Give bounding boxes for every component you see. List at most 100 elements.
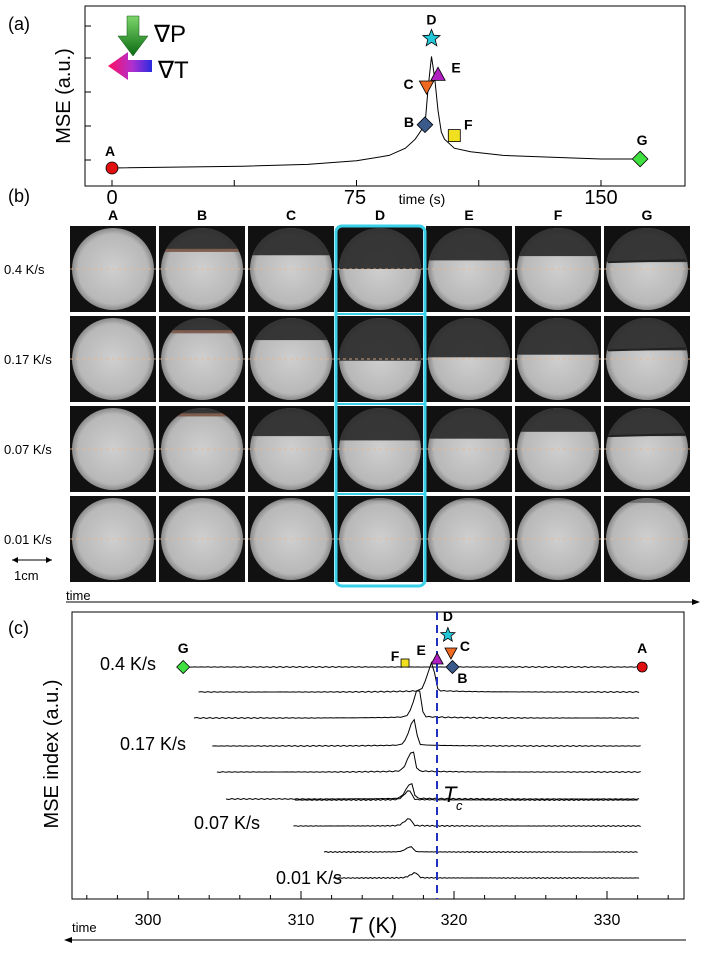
panel-b-label: (b) [8,186,30,206]
panel-a-label: (a) [8,14,30,34]
highlight-column-d [334,224,427,588]
panel-c-ylabel: MSE index (a.u.) [41,680,63,829]
column-label-F: F [554,207,563,223]
cell-C-3 [248,496,334,582]
tc-label: T [443,782,458,807]
gradient-p-arrow-icon [117,15,149,57]
panel-c-marker-A [636,661,648,673]
panel-c-trace-4 [216,751,641,774]
panel-a-marker-E [430,66,446,81]
column-label-G: G [642,207,653,223]
panel-a-marker-F [447,129,461,143]
cell-F-0 [515,226,601,312]
legend-grad-p: ∇P [153,21,186,48]
panel-c-label: (c) [8,618,29,638]
panel-a-marker-label-C: C [404,76,414,92]
panel-c-trace-0 [181,665,641,669]
panel-c-trace-1 [198,661,640,694]
cell-B-2 [159,406,245,492]
panel-a-frame [84,5,686,187]
panel-c-marker-D [439,626,457,642]
cell-A-1 [70,316,156,402]
panel-a-marker-label-E: E [451,59,460,75]
panel-c-marker-label-B: B [457,670,467,686]
cell-B-1 [159,316,245,402]
panel-c-marker-G [176,659,191,675]
column-label-B: B [197,207,207,223]
row-label-3: 0.01 K/s [4,532,52,547]
panel-a-xticks [111,180,602,186]
row-label-0: 0.4 K/s [4,262,45,277]
cell-B-3 [159,496,245,582]
panel-a-marker-G [631,150,649,168]
cell-D-2 [337,406,423,492]
cell-F-3 [515,496,601,582]
panel-c-marker-F [400,658,410,668]
rate-label-0.07: 0.07 K/s [194,813,260,833]
panel-a-marker-D [421,28,442,47]
panel-a-marker-label-B: B [404,114,414,130]
panel-a-xtick-150: 150 [584,187,617,209]
panel-c-xtick-330: 330 [594,912,621,929]
panel-b-cells [70,226,690,582]
panel-c-marker-label-A: A [637,640,647,656]
rate-label-0.01: 0.01 K/s [276,868,342,888]
panel-c-marker-label-D: D [443,608,453,624]
panel-c-marker-label-E: E [416,642,425,658]
cell-D-0 [337,226,423,312]
scale-label: 1cm [14,568,39,583]
column-label-A: A [108,207,118,223]
panel-c-curves [181,661,641,880]
panel-c-frame [71,611,685,900]
panel-c-trace-2 [193,690,640,720]
rate-label-0.17: 0.17 K/s [120,734,186,754]
cell-A-0 [70,226,156,312]
panel-a-xlabel: time (s) [399,191,446,207]
column-label-C: C [286,207,296,223]
gradient-t-arrow-icon [108,52,152,80]
rate-label-0.4: 0.4 K/s [100,654,156,674]
panel-a-mse-curve [111,56,641,169]
panel-a-marker-C [418,80,435,96]
panel-c-xtick-310: 310 [288,912,315,929]
panel-a-xtick-75: 75 [344,187,366,209]
panel-a-marker-label-D: D [426,11,436,27]
panel-c-marker-E [430,652,444,665]
cell-E-3 [426,496,512,582]
panel-a-yticks [85,25,91,161]
column-label-D: D [375,207,385,223]
cell-C-1 [248,316,334,402]
panel-c-time-label: time [72,920,97,935]
panel-c-marker-label-G: G [178,640,189,656]
cell-G-2 [604,406,690,492]
panel-a-marker-label-F: F [464,117,473,133]
panel-c-xtick-320: 320 [441,912,468,929]
cell-A-2 [70,406,156,492]
cell-G-3 [604,496,690,582]
panel-c-xtick-300: 300 [135,912,162,929]
panel-c-marker-B [445,659,460,675]
panel-c-marker-label-C: C [460,638,470,654]
cell-E-0 [426,226,512,312]
cell-G-1 [604,316,690,402]
legend-grad-t: ∇T [157,57,189,84]
panel-c-trace-6 [294,790,638,802]
row-label-2: 0.07 K/s [4,442,52,457]
panel-a-markers: A B C D E F G [105,11,649,175]
row-label-1: 0.17 K/s [4,352,52,367]
panel-c-trace-7 [293,818,641,828]
cell-E-2 [426,406,512,492]
panel-c-trace-8 [323,846,638,854]
column-label-E: E [464,207,473,223]
cell-B-0 [159,226,245,312]
panel-c-markers: G F E DCB A [176,608,648,686]
panel-b-row-labels: 0.4 K/s 0.17 K/s 0.07 K/s 0.01 K/s [4,262,52,547]
panel-c-trace-3 [212,718,641,748]
panel-b-column-labels: A B C D E F G [108,207,653,223]
panel-a-ylabel: MSE (a.u.) [53,48,75,144]
tc-subscript: c [456,798,463,813]
panel-a-marker-label-G: G [637,132,648,148]
cell-G-0 [604,226,690,312]
